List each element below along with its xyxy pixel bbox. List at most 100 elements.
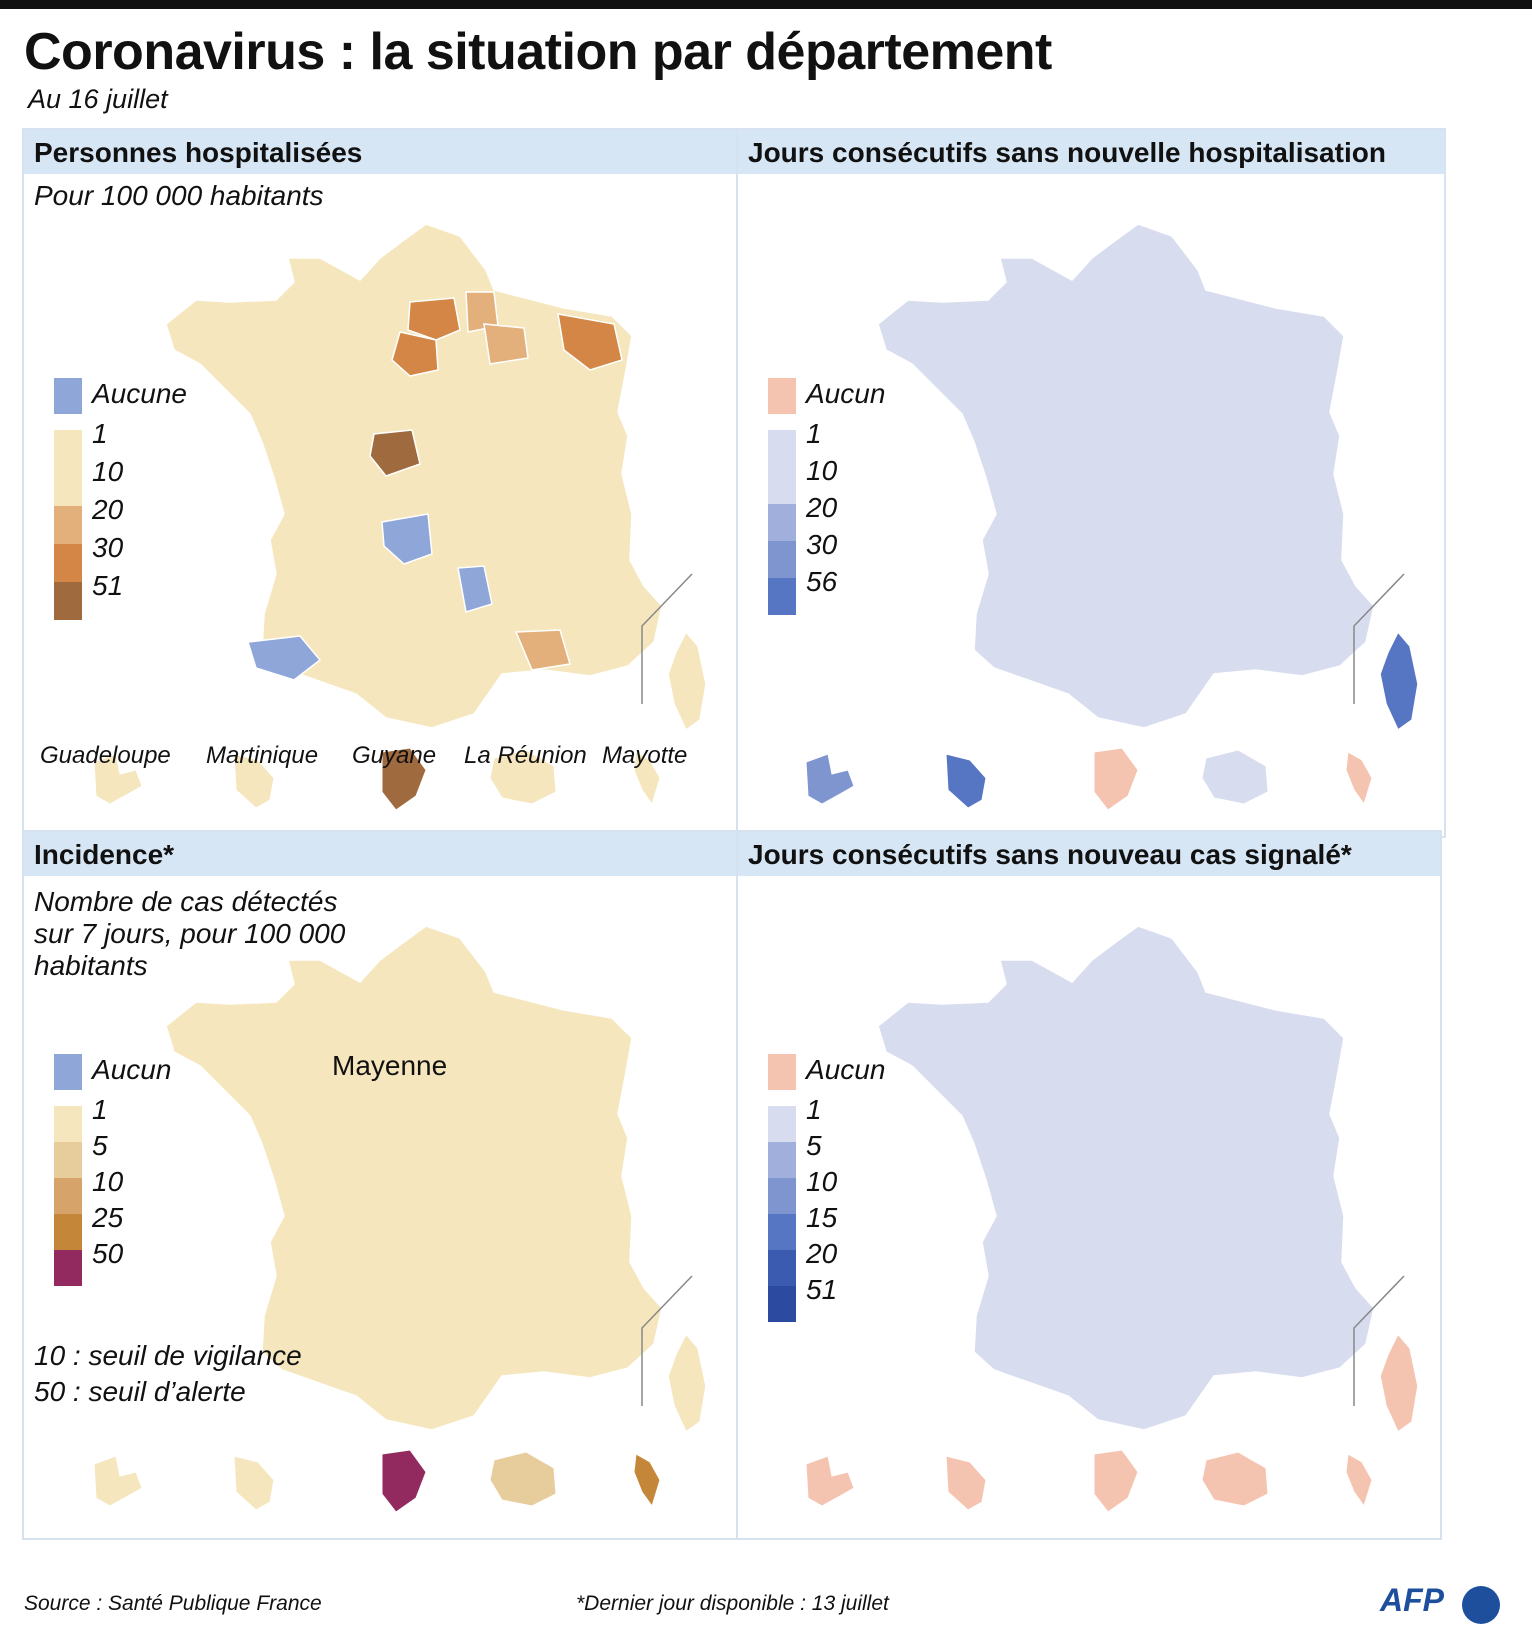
panel-hospitalises: Personnes hospitalisées Pour 100 000 hab… [22,128,754,838]
dom-label-guadeloupe: Guadeloupe [40,742,171,769]
page-subtitle: Au 16 juillet [28,84,168,114]
legend-swatch [54,506,82,544]
mayenne-label: Mayenne [332,1050,448,1081]
legend-swatch [768,430,796,467]
dom-shape [489,1451,557,1507]
panel-header: Jours consécutifs sans nouveau cas signa… [738,832,1440,876]
panel-header: Incidence* [24,832,752,876]
dom-label-mayotte: Mayotte [602,742,688,769]
dom-shape [489,749,557,805]
legend-label: Aucun [806,1054,886,1085]
dom-shape [633,1453,661,1508]
dom-shape [1201,1451,1269,1507]
departement-highlight [514,629,571,671]
panel-jours-hospitalisation: Jours consécutifs sans nouvelle hospital… [736,128,1446,838]
page-title: Coronavirus : la situation par départeme… [24,23,1052,81]
legend-swatch [54,1250,82,1286]
legend-swatch [768,578,796,615]
dom-label-martinique: Martinique [206,742,319,769]
legend-swatch [54,1106,82,1142]
departement-highlight [407,297,461,341]
legend-label: 25 [92,1202,124,1233]
departement-highlight [381,513,433,565]
legend-label: 30 [92,532,124,563]
corse-shape [667,630,707,732]
legend-label: 5 [806,1130,822,1161]
panel-title: Personnes hospitalisées [34,137,363,168]
legend-swatch [768,504,796,541]
metropole-shape [165,925,663,1431]
panel-note: Nombre de cas détectés sur 7 jours, pour… [34,886,345,982]
legend-swatch [54,1142,82,1178]
threshold-alerte: 50 : seuil d’alerte [34,1376,246,1407]
panel-jours-cas: Jours consécutifs sans nouveau cas signa… [736,830,1442,1540]
corse-inset-line [641,573,693,704]
legend-swatch [768,1250,796,1286]
corse-inset-line [1353,573,1405,704]
corse-inset-line [1353,1275,1405,1406]
legend-label: 1 [92,1094,108,1125]
departement-highlight [247,635,322,681]
legend-label: 10 [92,1166,124,1197]
legend-label: 10 [806,455,838,486]
metropole-shape [877,223,1375,729]
legend-label: Aucun [806,378,886,409]
panel-header: Personnes hospitalisées [24,130,752,174]
top-rule [0,0,1532,9]
panel-header: Jours consécutifs sans nouvelle hospital… [738,130,1444,174]
legend-label: 20 [92,494,124,525]
dom-shape [93,1455,143,1507]
france-map [93,223,707,811]
corse-inset-line [641,1275,693,1406]
afp-logo: AFP [1380,1582,1444,1618]
dom-shape [381,747,427,811]
departement-highlight [391,331,439,377]
dom-shape [805,1455,855,1507]
legend-swatch [54,378,82,414]
dom-shape [233,1455,275,1511]
legend-label: 20 [806,1238,838,1269]
corse-shape [1379,1332,1419,1434]
legend-label: 56 [806,566,838,597]
metropole-shape [165,223,663,729]
legend-swatch [768,1106,796,1142]
legend-swatch [768,1214,796,1250]
dom-shape [1093,747,1139,811]
legend-swatch [54,468,82,506]
legend-label: 20 [806,492,838,523]
france-map [93,925,707,1513]
france-map [805,925,1419,1513]
dom-shape [945,1455,987,1511]
dom-shape [1093,1449,1139,1513]
panel-incidence: Incidence* Nombre de cas détectés sur 7 … [22,830,754,1540]
legend-label: 15 [806,1202,838,1233]
legend-swatch [54,430,82,468]
corse-shape [1379,630,1419,732]
legend-label: 10 [92,456,124,487]
dom-shape [93,753,143,805]
departement-highlight [457,565,493,613]
dom-shape [381,1449,427,1513]
legend-swatch [54,582,82,620]
dom-shape [945,753,987,809]
dom-shape [633,751,661,806]
footer-note: *Dernier jour disponible : 13 juillet [576,1592,889,1615]
legend-label: Aucune [92,378,187,409]
departement-highlight [369,429,421,477]
note-line: sur 7 jours, pour 100 000 [34,918,346,949]
legend-label: 50 [92,1238,124,1269]
dom-shape [1345,751,1373,806]
panel-title: Jours consécutifs sans nouveau cas signa… [748,839,1352,870]
dom-label-reunion: La Réunion [464,742,587,769]
legend-label: 10 [806,1166,838,1197]
legend-swatch [768,541,796,578]
dom-shape [805,753,855,805]
departement-highlight [483,323,529,365]
legend-label: 1 [806,1094,822,1125]
legend-swatch [768,378,796,414]
legend-swatch [768,467,796,504]
legend-swatch [768,1142,796,1178]
legend-label: 1 [806,418,822,449]
legend-swatch [768,1178,796,1214]
legend-label: 51 [92,570,124,601]
